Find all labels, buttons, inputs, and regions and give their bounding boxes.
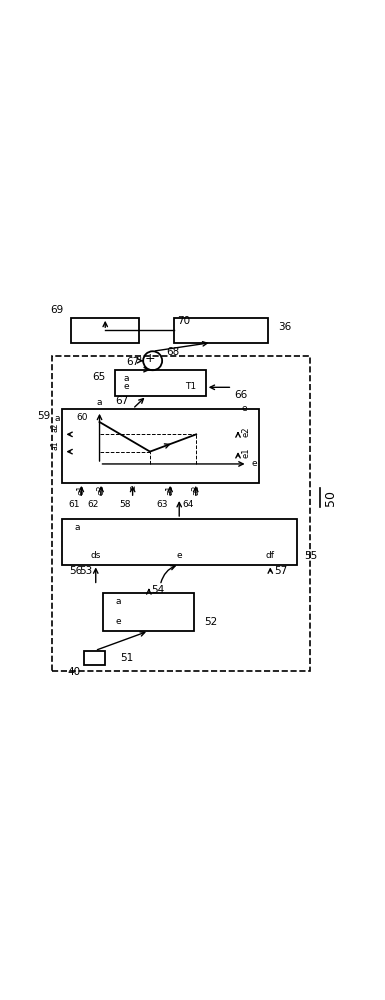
Bar (71, 318, 139, 343)
Text: a: a (97, 398, 102, 407)
Bar (62, 409, 259, 483)
Text: T1: T1 (185, 382, 196, 391)
Bar (52, 356, 310, 671)
Text: 64: 64 (182, 500, 194, 509)
Text: 57: 57 (274, 566, 287, 576)
Text: 53: 53 (79, 566, 92, 576)
Text: a1: a1 (51, 440, 60, 450)
Text: +: + (145, 352, 156, 365)
Text: 60: 60 (77, 413, 88, 422)
Text: 69: 69 (50, 305, 64, 315)
Text: e: e (242, 404, 248, 413)
Text: 63: 63 (157, 500, 168, 509)
Text: 50: 50 (325, 490, 338, 506)
Bar (115, 370, 206, 396)
Text: ds: ds (90, 551, 101, 560)
Text: 67': 67' (127, 357, 143, 367)
Text: e: e (251, 459, 257, 468)
Text: e2: e2 (242, 427, 251, 437)
Text: 70: 70 (177, 316, 191, 326)
Bar (62, 519, 297, 565)
Text: e1: e1 (77, 485, 86, 495)
Text: 51: 51 (121, 653, 134, 663)
Text: 65: 65 (92, 372, 105, 382)
Text: a: a (123, 374, 129, 383)
Text: 55: 55 (305, 551, 318, 561)
Text: e: e (116, 617, 121, 626)
Text: df: df (266, 551, 275, 560)
Text: a2: a2 (51, 423, 60, 432)
Text: 66: 66 (234, 390, 248, 400)
Text: e: e (128, 485, 137, 490)
Text: 59: 59 (37, 411, 50, 421)
Text: e: e (176, 551, 182, 560)
Text: e1: e1 (242, 448, 251, 458)
Bar (174, 318, 268, 343)
Bar (103, 593, 194, 631)
Text: 40: 40 (67, 667, 80, 677)
Text: 36: 36 (278, 322, 291, 332)
Text: 54: 54 (151, 585, 164, 595)
Bar (84, 651, 105, 665)
Text: 52: 52 (204, 617, 217, 627)
Text: a2: a2 (191, 485, 200, 495)
Text: 61: 61 (68, 500, 79, 509)
Text: 56: 56 (69, 566, 82, 576)
Text: a1: a1 (166, 485, 175, 495)
Text: a: a (74, 523, 80, 532)
Text: a: a (116, 597, 121, 606)
Text: a: a (54, 414, 60, 423)
Text: 67: 67 (116, 396, 129, 406)
Text: 62: 62 (88, 500, 99, 509)
Text: e2: e2 (97, 485, 105, 495)
Text: 68: 68 (166, 347, 179, 357)
Text: 58: 58 (119, 500, 131, 509)
Text: e: e (123, 382, 129, 391)
